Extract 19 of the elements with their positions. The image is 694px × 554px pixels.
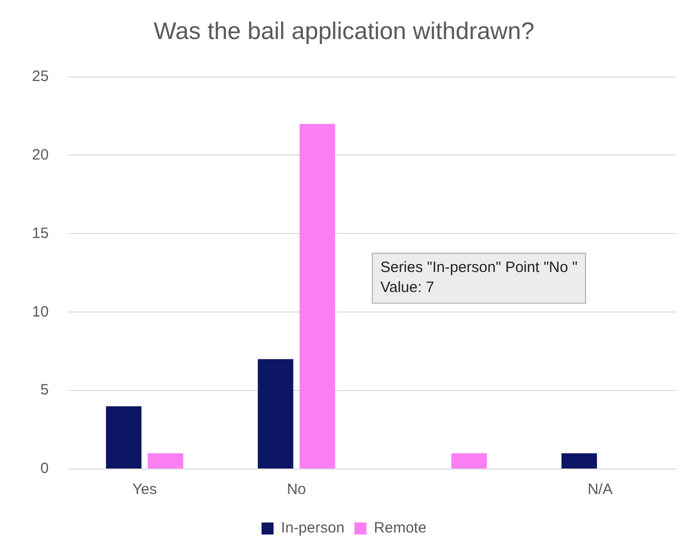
y-tick-label: 25 — [32, 68, 49, 85]
legend-label: In-person — [281, 520, 344, 537]
y-tick-label: 10 — [32, 303, 49, 320]
chart-title: Was the bail application withdrawn? — [154, 18, 534, 46]
x-tick-label: No — [286, 481, 306, 498]
legend-label: Remote — [374, 520, 426, 537]
bar — [106, 406, 142, 468]
x-tick-label: N/A — [588, 481, 613, 498]
bar — [451, 453, 487, 468]
bar — [148, 453, 184, 468]
bar — [561, 453, 597, 468]
x-tick-label: Yes — [132, 481, 157, 498]
y-tick-label: 5 — [40, 382, 49, 399]
y-tick-label: 20 — [32, 146, 49, 164]
y-tick-label: 15 — [32, 224, 49, 242]
y-tick-label: 0 — [40, 460, 49, 478]
annotation: Series "In-person" Point "No " Value: 7 — [380, 258, 578, 296]
bar — [258, 359, 294, 468]
bar — [300, 124, 336, 468]
